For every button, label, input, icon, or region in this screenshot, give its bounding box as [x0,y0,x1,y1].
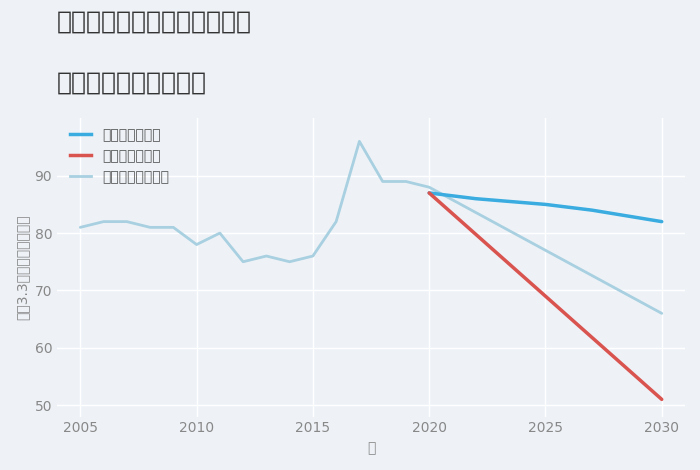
X-axis label: 年: 年 [367,441,375,455]
Legend: グッドシナリオ, バッドシナリオ, ノーマルシナリオ: グッドシナリオ, バッドシナリオ, ノーマルシナリオ [70,128,169,184]
Y-axis label: 坪（3.3㎡）単価（万円）: 坪（3.3㎡）単価（万円） [15,215,29,320]
Text: 中古戸建ての価格推移: 中古戸建ての価格推移 [57,70,207,94]
Text: 兵庫県たつの市御津町苅屋の: 兵庫県たつの市御津町苅屋の [57,9,252,33]
